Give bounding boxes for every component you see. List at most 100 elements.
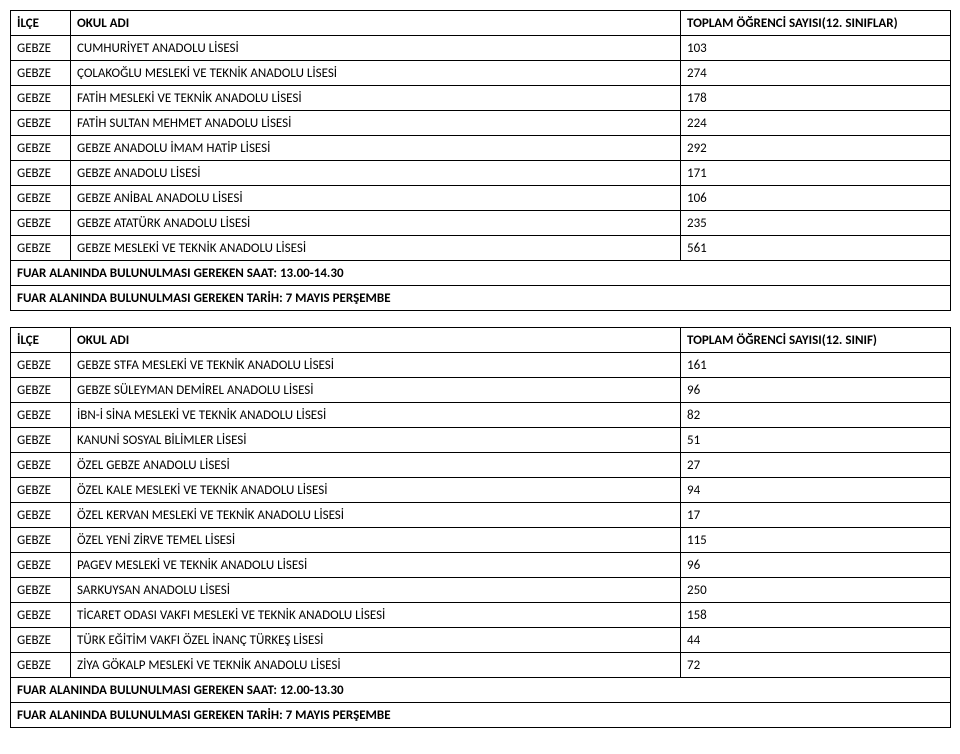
table-footer-row: FUAR ALANINDA BULUNULMASI GEREKEN SAAT: …	[11, 678, 951, 703]
cell-count: 171	[681, 161, 951, 186]
cell-district: GEBZE	[11, 553, 71, 578]
table-row: GEBZE GEBZE ANİBAL ANADOLU LİSESİ 106	[11, 186, 951, 211]
table-row: GEBZE İBN-İ SİNA MESLEKİ VE TEKNİK ANADO…	[11, 403, 951, 428]
cell-district: GEBZE	[11, 236, 71, 261]
cell-count: 161	[681, 353, 951, 378]
header-school: OKUL ADI	[71, 328, 681, 353]
cell-count: 115	[681, 528, 951, 553]
table-row: GEBZE FATİH MESLEKİ VE TEKNİK ANADOLU Lİ…	[11, 86, 951, 111]
cell-district: GEBZE	[11, 61, 71, 86]
table-row: GEBZE GEBZE STFA MESLEKİ VE TEKNİK ANADO…	[11, 353, 951, 378]
cell-count: 17	[681, 503, 951, 528]
header-district: İLÇE	[11, 328, 71, 353]
cell-school: İBN-İ SİNA MESLEKİ VE TEKNİK ANADOLU LİS…	[71, 403, 681, 428]
cell-district: GEBZE	[11, 653, 71, 678]
cell-count: 44	[681, 628, 951, 653]
cell-count: 224	[681, 111, 951, 136]
table-row: GEBZE TİCARET ODASI VAKFI MESLEKİ VE TEK…	[11, 603, 951, 628]
table-row: GEBZE GEBZE MESLEKİ VE TEKNİK ANADOLU Lİ…	[11, 236, 951, 261]
school-table-1: İLÇE OKUL ADI TOPLAM ÖĞRENCİ SAYISI(12. …	[10, 10, 951, 311]
header-school: OKUL ADI	[71, 11, 681, 36]
cell-school: TİCARET ODASI VAKFI MESLEKİ VE TEKNİK AN…	[71, 603, 681, 628]
cell-district: GEBZE	[11, 161, 71, 186]
cell-count: 178	[681, 86, 951, 111]
footer-text: FUAR ALANINDA BULUNULMASI GEREKEN TARİH:…	[11, 286, 681, 311]
footer-empty	[681, 261, 951, 286]
cell-count: 72	[681, 653, 951, 678]
footer-empty	[681, 678, 951, 703]
cell-school: GEBZE ATATÜRK ANADOLU LİSESİ	[71, 211, 681, 236]
cell-school: CUMHURİYET ANADOLU LİSESİ	[71, 36, 681, 61]
table-header-row: İLÇE OKUL ADI TOPLAM ÖĞRENCİ SAYISI(12. …	[11, 11, 951, 36]
table-row: GEBZE GEBZE ANADOLU İMAM HATİP LİSESİ 29…	[11, 136, 951, 161]
cell-count: 561	[681, 236, 951, 261]
cell-count: 96	[681, 553, 951, 578]
cell-count: 106	[681, 186, 951, 211]
footer-text: FUAR ALANINDA BULUNULMASI GEREKEN TARİH:…	[11, 703, 681, 728]
table-row: GEBZE FATİH SULTAN MEHMET ANADOLU LİSESİ…	[11, 111, 951, 136]
cell-count: 51	[681, 428, 951, 453]
cell-school: ÖZEL YENİ ZİRVE TEMEL LİSESİ	[71, 528, 681, 553]
cell-district: GEBZE	[11, 378, 71, 403]
cell-school: FATİH SULTAN MEHMET ANADOLU LİSESİ	[71, 111, 681, 136]
footer-text: FUAR ALANINDA BULUNULMASI GEREKEN SAAT: …	[11, 678, 681, 703]
table-row: GEBZE CUMHURİYET ANADOLU LİSESİ 103	[11, 36, 951, 61]
cell-district: GEBZE	[11, 453, 71, 478]
header-count: TOPLAM ÖĞRENCİ SAYISI(12. SINIFLAR)	[681, 11, 951, 36]
table-row: GEBZE ÖZEL KERVAN MESLEKİ VE TEKNİK ANAD…	[11, 503, 951, 528]
table-row: GEBZE ÖZEL KALE MESLEKİ VE TEKNİK ANADOL…	[11, 478, 951, 503]
table-row: GEBZE SARKUYSAN ANADOLU LİSESİ 250	[11, 578, 951, 603]
cell-district: GEBZE	[11, 86, 71, 111]
table-footer-row: FUAR ALANINDA BULUNULMASI GEREKEN SAAT: …	[11, 261, 951, 286]
school-table-block-2: İLÇE OKUL ADI TOPLAM ÖĞRENCİ SAYISI(12. …	[10, 327, 950, 728]
cell-district: GEBZE	[11, 628, 71, 653]
table-footer-row: FUAR ALANINDA BULUNULMASI GEREKEN TARİH:…	[11, 286, 951, 311]
cell-school: GEBZE STFA MESLEKİ VE TEKNİK ANADOLU LİS…	[71, 353, 681, 378]
cell-school: ZİYA GÖKALP MESLEKİ VE TEKNİK ANADOLU Lİ…	[71, 653, 681, 678]
cell-school: ÖZEL KERVAN MESLEKİ VE TEKNİK ANADOLU Lİ…	[71, 503, 681, 528]
header-district: İLÇE	[11, 11, 71, 36]
table-footer-row: FUAR ALANINDA BULUNULMASI GEREKEN TARİH:…	[11, 703, 951, 728]
table-row: GEBZE GEBZE ATATÜRK ANADOLU LİSESİ 235	[11, 211, 951, 236]
school-table-2: İLÇE OKUL ADI TOPLAM ÖĞRENCİ SAYISI(12. …	[10, 327, 951, 728]
footer-empty	[681, 703, 951, 728]
footer-empty	[681, 286, 951, 311]
cell-count: 274	[681, 61, 951, 86]
cell-district: GEBZE	[11, 136, 71, 161]
cell-school: GEBZE ANİBAL ANADOLU LİSESİ	[71, 186, 681, 211]
cell-district: GEBZE	[11, 428, 71, 453]
cell-district: GEBZE	[11, 528, 71, 553]
table-row: GEBZE ÇOLAKOĞLU MESLEKİ VE TEKNİK ANADOL…	[11, 61, 951, 86]
cell-school: GEBZE SÜLEYMAN DEMİREL ANADOLU LİSESİ	[71, 378, 681, 403]
cell-district: GEBZE	[11, 478, 71, 503]
cell-school: GEBZE ANADOLU LİSESİ	[71, 161, 681, 186]
table-row: GEBZE ÖZEL YENİ ZİRVE TEMEL LİSESİ 115	[11, 528, 951, 553]
cell-school: PAGEV MESLEKİ VE TEKNİK ANADOLU LİSESİ	[71, 553, 681, 578]
cell-school: SARKUYSAN ANADOLU LİSESİ	[71, 578, 681, 603]
table-row: GEBZE KANUNİ SOSYAL BİLİMLER LİSESİ 51	[11, 428, 951, 453]
table-row: GEBZE TÜRK EĞİTİM VAKFI ÖZEL İNANÇ TÜRKE…	[11, 628, 951, 653]
cell-count: 94	[681, 478, 951, 503]
table-row: GEBZE ÖZEL GEBZE ANADOLU LİSESİ 27	[11, 453, 951, 478]
school-table-block-1: İLÇE OKUL ADI TOPLAM ÖĞRENCİ SAYISI(12. …	[10, 10, 950, 311]
cell-district: GEBZE	[11, 36, 71, 61]
cell-count: 103	[681, 36, 951, 61]
cell-count: 235	[681, 211, 951, 236]
table-row: GEBZE ZİYA GÖKALP MESLEKİ VE TEKNİK ANAD…	[11, 653, 951, 678]
cell-count: 158	[681, 603, 951, 628]
cell-count: 96	[681, 378, 951, 403]
cell-school: ÇOLAKOĞLU MESLEKİ VE TEKNİK ANADOLU LİSE…	[71, 61, 681, 86]
footer-text: FUAR ALANINDA BULUNULMASI GEREKEN SAAT: …	[11, 261, 681, 286]
cell-school: GEBZE MESLEKİ VE TEKNİK ANADOLU LİSESİ	[71, 236, 681, 261]
cell-count: 292	[681, 136, 951, 161]
cell-school: GEBZE ANADOLU İMAM HATİP LİSESİ	[71, 136, 681, 161]
table-header-row: İLÇE OKUL ADI TOPLAM ÖĞRENCİ SAYISI(12. …	[11, 328, 951, 353]
cell-district: GEBZE	[11, 403, 71, 428]
table-row: GEBZE GEBZE SÜLEYMAN DEMİREL ANADOLU LİS…	[11, 378, 951, 403]
cell-district: GEBZE	[11, 353, 71, 378]
cell-count: 82	[681, 403, 951, 428]
cell-district: GEBZE	[11, 603, 71, 628]
table-row: GEBZE GEBZE ANADOLU LİSESİ 171	[11, 161, 951, 186]
header-count: TOPLAM ÖĞRENCİ SAYISI(12. SINIF)	[681, 328, 951, 353]
cell-count: 250	[681, 578, 951, 603]
